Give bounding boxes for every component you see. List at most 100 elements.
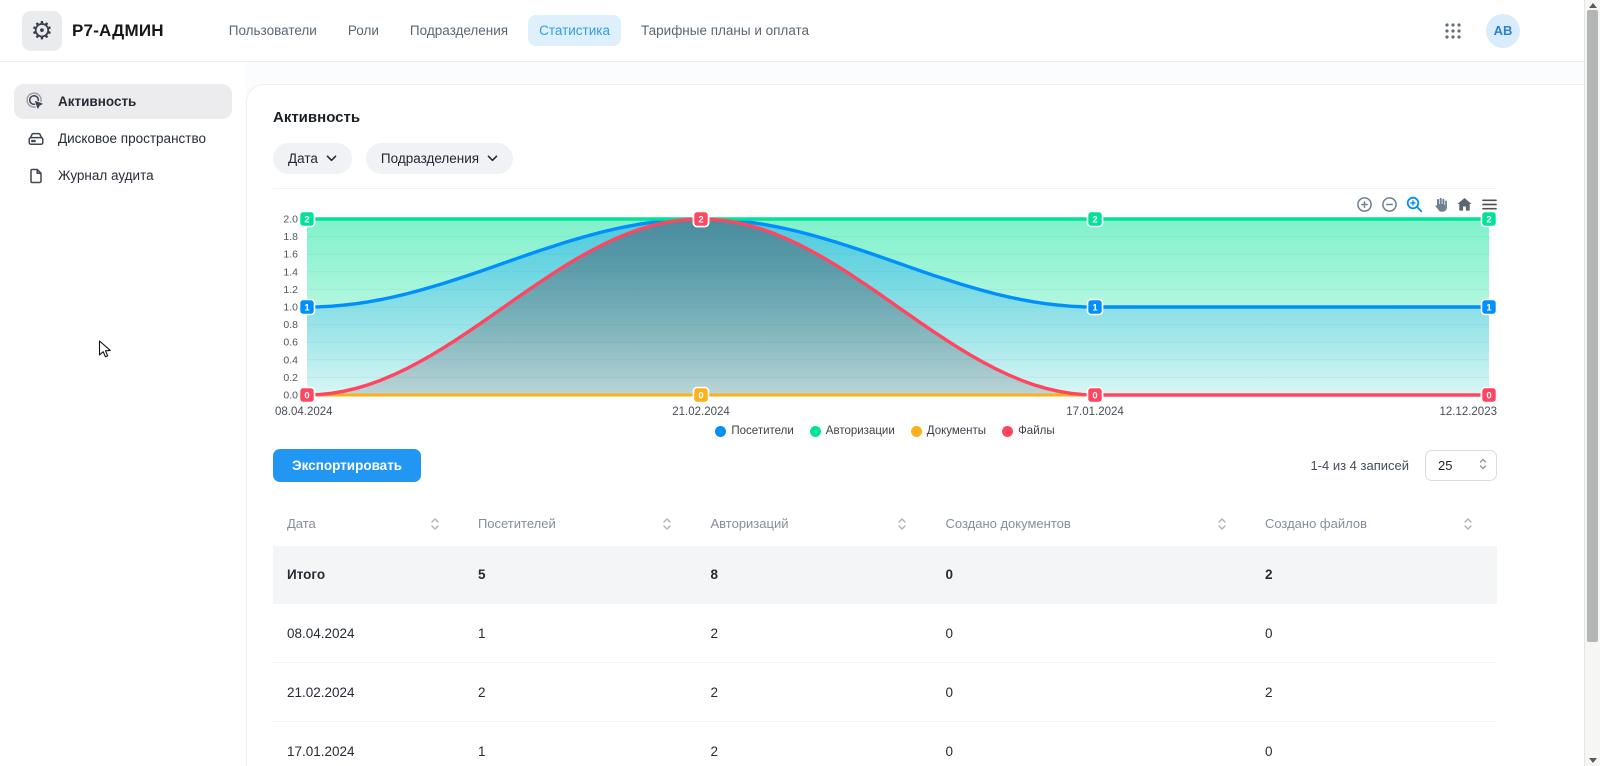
datalabel-badge: 1: [1480, 298, 1498, 316]
legend-item-0[interactable]: Посетители: [715, 425, 794, 437]
avatar[interactable]: АВ: [1486, 13, 1520, 48]
app-logo: ⚙ Р7-АДМИН: [22, 10, 164, 51]
activity-table: Дата Посетителей Авторизаций Создано докуме…: [273, 506, 1497, 766]
svg-text:0.2: 0.2: [283, 372, 298, 384]
sort-icon[interactable]: [897, 517, 907, 531]
column-header-3[interactable]: Создано документов: [931, 516, 1250, 531]
sort-icon[interactable]: [1463, 517, 1473, 531]
filter-0[interactable]: Дата: [273, 143, 352, 174]
svg-text:2.0: 2.0: [283, 214, 298, 226]
legend-item-1[interactable]: Авторизации: [809, 425, 895, 437]
svg-text:0.0: 0.0: [283, 390, 298, 402]
column-header-1[interactable]: Посетителей: [464, 516, 697, 531]
table-cell: 17.01.2024: [287, 743, 355, 759]
column-header-0[interactable]: Дата: [273, 516, 464, 531]
column-label: Дата: [287, 516, 316, 531]
legend-dot: [1002, 425, 1014, 437]
sort-icon[interactable]: [1217, 517, 1227, 531]
filter-1[interactable]: Подразделения: [365, 143, 514, 174]
nav-item-3[interactable]: Статистика: [528, 15, 621, 46]
column-label: Авторизаций: [710, 516, 789, 531]
datalabel-badge: 2: [298, 210, 316, 228]
sidebar-item-2[interactable]: Журнал аудита: [14, 158, 232, 193]
scroll-down-icon[interactable]: [1589, 758, 1597, 763]
home-icon[interactable]: [1455, 195, 1474, 214]
page-scrollbar[interactable]: [1584, 0, 1600, 766]
line-Посетители: [305, 217, 1491, 309]
svg-text:0: 0: [698, 391, 703, 402]
svg-text:0: 0: [304, 391, 309, 402]
chart-canvas[interactable]: 0.0 0.2 0.4 0.6 0.8 1.0 1.2 1.4 1.6 1.8 2.0 2 2 2 2 1 21…: [273, 195, 1498, 423]
legend-label: Файлы: [1018, 425, 1055, 437]
svg-text:0.6: 0.6: [283, 337, 298, 349]
table-cell: 0: [945, 684, 953, 700]
nav-item-4[interactable]: Тарифные планы и оплата: [641, 23, 810, 38]
table-cell: 8: [710, 567, 718, 582]
svg-text:1.6: 1.6: [283, 249, 298, 261]
table-row: 21.02.2024 2 2 0 2: [273, 662, 1497, 721]
line-Файлы: [305, 217, 1491, 397]
legend-label: Документы: [926, 425, 987, 437]
table-cell: 2: [1264, 684, 1273, 700]
records-range-text: 1-4 из 4 записей: [1310, 458, 1409, 473]
sort-icon[interactable]: [430, 517, 440, 531]
table-body: Итого 5 8 0 2 08.04.2024 1 2 0 0 21.02.2024 2 2 0 2 17.…: [273, 546, 1497, 766]
filters-row: Дата Подразделения: [273, 143, 1497, 189]
nav-item-0[interactable]: Пользователи: [228, 23, 317, 38]
table-cell: 1: [477, 743, 486, 759]
svg-text:2: 2: [304, 215, 309, 226]
table-cell: 1: [477, 625, 486, 641]
scroll-up-icon[interactable]: [1589, 3, 1597, 8]
menu-icon[interactable]: [1480, 195, 1499, 214]
chevron-down-icon: [326, 155, 337, 162]
sidebar-item-0[interactable]: Активность: [14, 84, 232, 119]
stepper-icon[interactable]: [1479, 458, 1487, 473]
legend-item-3[interactable]: Файлы: [1002, 425, 1055, 437]
legend-dot: [715, 425, 727, 437]
column-header-2[interactable]: Авторизаций: [696, 516, 931, 531]
svg-text:1: 1: [1092, 303, 1098, 314]
export-row: Экспортировать 1-4 из 4 записей 25: [273, 449, 1497, 482]
export-button[interactable]: Экспортировать: [273, 449, 422, 482]
selection-zoom-icon[interactable]: [1405, 195, 1424, 214]
zoom-in-icon[interactable]: [1355, 195, 1374, 214]
filter-label: Подразделения: [380, 151, 480, 166]
pan-icon[interactable]: [1430, 195, 1449, 214]
apps-grid-icon[interactable]: [1444, 22, 1462, 40]
brand-title: Р7-АДМИН: [72, 20, 164, 40]
page-size-select[interactable]: 25: [1425, 450, 1497, 481]
sidebar-item-label: Активность: [58, 94, 137, 109]
svg-text:1: 1: [1486, 303, 1492, 314]
page-size-value: 25: [1438, 458, 1453, 473]
x-axis-label: 08.04.2024: [275, 406, 333, 418]
legend-label: Авторизации: [825, 425, 895, 437]
zoom-out-icon[interactable]: [1380, 195, 1399, 214]
table-cell: 0: [945, 625, 953, 641]
sort-icon[interactable]: [662, 517, 672, 531]
datalabel-badge: 0: [1480, 386, 1498, 404]
scrollbar-thumb[interactable]: [1587, 10, 1598, 642]
app-header: ⚙ Р7-АДМИН Пользователи Роли Подразделения…: [0, 0, 1600, 62]
page-layout: Активность Дисковое пространство Журнал ау…: [0, 62, 1600, 766]
sidebar-item-label: Дисковое пространство: [58, 131, 206, 146]
svg-text:0.8: 0.8: [283, 319, 298, 331]
svg-text:1.8: 1.8: [283, 231, 298, 243]
sidebar: Активность Дисковое пространство Журнал ау…: [0, 62, 246, 766]
sidebar-item-1[interactable]: Дисковое пространство: [14, 121, 232, 156]
table-cell: 2: [710, 684, 718, 700]
table-cell: 21.02.2024: [287, 684, 355, 700]
legend-dot: [910, 425, 922, 437]
table-cell: 0: [1264, 743, 1273, 759]
column-header-4[interactable]: Создано файлов: [1251, 516, 1497, 531]
datalabel-badge: 2: [1086, 210, 1104, 228]
activity-chart: 0.0 0.2 0.4 0.6 0.8 1.0 1.2 1.4 1.6 1.8 2.0 2 2 2 2 1 21…: [273, 195, 1499, 437]
table-cell: 5: [477, 567, 486, 582]
nav-item-2[interactable]: Подразделения: [409, 23, 509, 38]
nav-item-1[interactable]: Роли: [347, 23, 379, 38]
column-label: Создано документов: [945, 516, 1071, 531]
legend-item-2[interactable]: Документы: [910, 425, 987, 437]
page-title: Активность: [273, 109, 361, 126]
table-cell: 2: [710, 625, 718, 641]
svg-text:1.2: 1.2: [283, 284, 298, 296]
filter-label: Дата: [288, 151, 318, 166]
